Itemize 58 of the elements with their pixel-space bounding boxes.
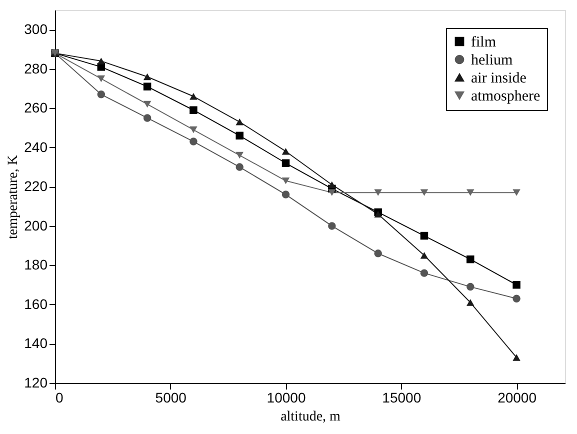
point	[190, 138, 198, 146]
point	[374, 210, 382, 218]
point	[420, 269, 428, 277]
point	[466, 299, 474, 306]
legend-label: helium	[471, 52, 513, 68]
x-tick-label: 0	[56, 390, 64, 406]
point	[190, 126, 198, 134]
y-tick-label: 180	[24, 256, 48, 273]
point	[328, 189, 336, 196]
point	[236, 132, 244, 140]
point	[282, 159, 290, 167]
point	[282, 148, 290, 155]
point	[512, 294, 520, 302]
point	[374, 189, 382, 196]
point	[236, 163, 244, 171]
legend-label: air inside	[471, 70, 527, 86]
point	[328, 181, 336, 188]
point	[512, 280, 520, 289]
x-axis-title: altitude, m	[280, 410, 341, 424]
point	[466, 282, 474, 291]
y-tick-label: 160	[24, 296, 48, 312]
x-tick-label: 15000	[382, 390, 422, 406]
point	[97, 58, 106, 64]
y-tick-label: 260	[24, 100, 48, 116]
point	[97, 90, 106, 98]
point	[143, 73, 152, 80]
point	[512, 189, 520, 196]
y-tick-label: 200	[24, 217, 48, 234]
point	[143, 114, 152, 122]
legend-label: atmosphere	[471, 88, 540, 104]
point	[420, 232, 428, 240]
legend-label: film	[471, 34, 496, 50]
x-tick-label: 20000	[498, 390, 537, 406]
x-tick-label: 5000	[155, 390, 187, 406]
point	[282, 190, 290, 198]
y-tick-label: 240	[24, 138, 48, 155]
point	[143, 82, 152, 90]
x-tick-label: 10000	[266, 390, 306, 406]
y-tick-label: 300	[24, 21, 48, 38]
y-axis-title: temperature, K	[6, 155, 22, 239]
point	[420, 252, 428, 259]
point	[466, 255, 474, 264]
point	[328, 222, 336, 230]
point	[420, 189, 428, 196]
point	[236, 118, 244, 126]
y-tick-label: 120	[24, 374, 48, 390]
point	[97, 75, 106, 82]
y-tick-label: 280	[24, 60, 48, 76]
point	[374, 250, 382, 258]
point	[190, 106, 198, 114]
point	[190, 93, 198, 100]
point	[143, 100, 152, 108]
y-tick-label: 140	[24, 335, 48, 352]
point	[236, 152, 244, 159]
point	[282, 177, 290, 184]
point	[512, 354, 520, 361]
point	[466, 189, 474, 196]
y-tick-label: 220	[24, 178, 48, 194]
